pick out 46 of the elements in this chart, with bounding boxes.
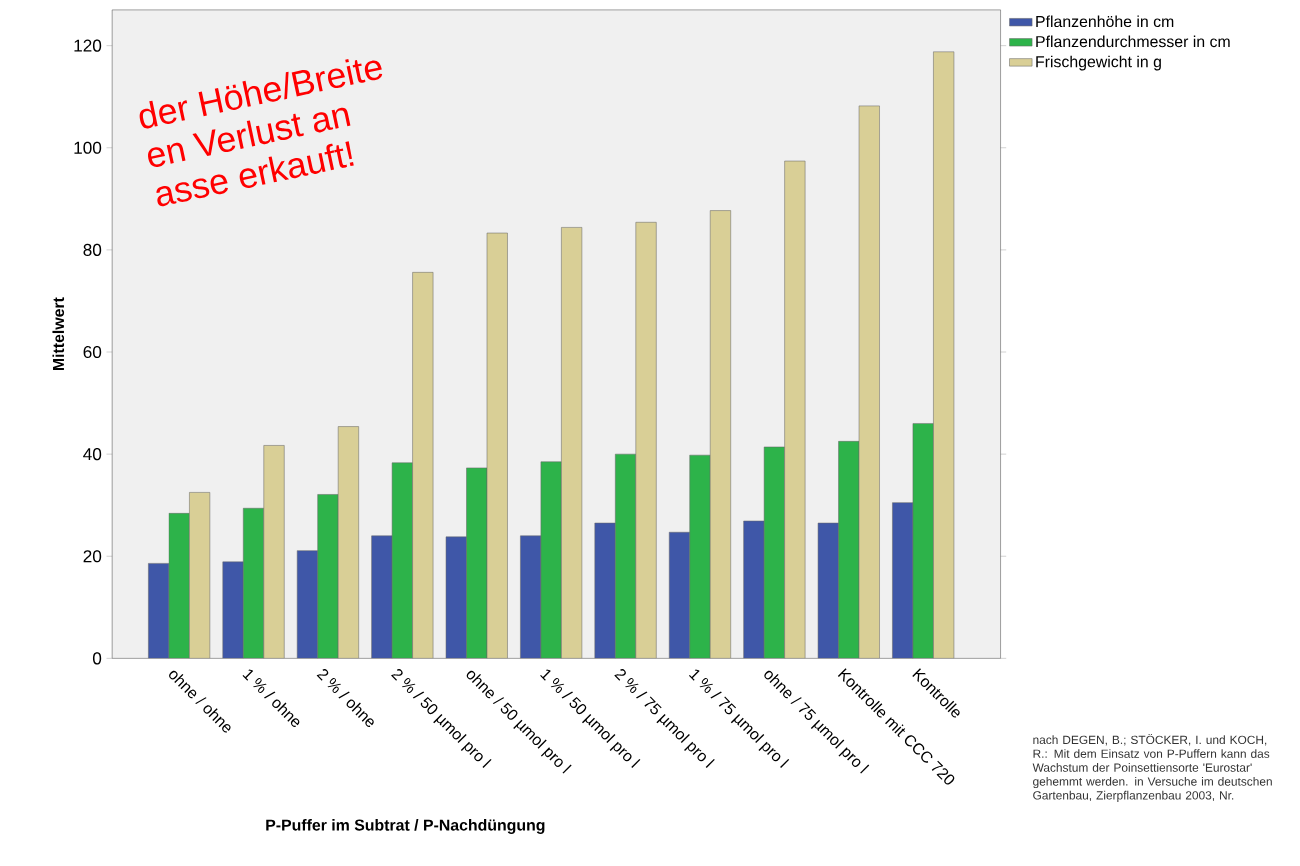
legend-label: Frischgewicht in g (1036, 55, 1161, 71)
bar (561, 227, 582, 659)
bar (859, 106, 880, 659)
bar (743, 521, 765, 659)
bar (933, 51, 955, 659)
bar (189, 492, 210, 659)
bar (263, 445, 285, 659)
bar (243, 508, 264, 659)
bar (317, 494, 339, 659)
y-tick-label: 0 (92, 652, 102, 665)
bar (689, 455, 711, 659)
y-tick-label: 80 (83, 244, 102, 257)
y-tick-label: 60 (83, 346, 102, 359)
bar (784, 161, 806, 659)
bar (148, 563, 169, 659)
bar (297, 550, 318, 659)
bar (710, 210, 731, 659)
bar (635, 222, 657, 659)
bar (669, 532, 690, 659)
bar (412, 272, 434, 659)
bar (818, 523, 839, 659)
y-tick-label: 20 (83, 550, 102, 563)
y-tick-label: 100 (74, 141, 102, 155)
bar (338, 426, 359, 659)
bar (168, 513, 190, 659)
bar (838, 441, 860, 659)
bar (764, 447, 785, 659)
bar (520, 536, 541, 659)
bar (615, 454, 636, 659)
y-axis-title: Mittelwert (52, 297, 65, 371)
x-axis-title: P-Puffer im Subtrat / P-Nachdüngung (266, 819, 545, 835)
legend-label: Pflanzenhöhe in cm (1036, 15, 1174, 28)
bar (222, 562, 244, 659)
legend-label: Pflanzendurchmesser in cm (1036, 35, 1230, 48)
bar (392, 463, 413, 659)
bar (540, 461, 562, 659)
y-tick-label: 40 (83, 448, 102, 461)
y-tick-label: 120 (74, 39, 102, 52)
bar (912, 423, 934, 659)
bar (892, 502, 914, 659)
bar (466, 468, 487, 659)
bar (371, 536, 393, 659)
bar (446, 537, 467, 659)
text: nach DEGEN, B.; STÖCKER, I. und KOCH, R.: Mit dem Einsatz von P-Puffern kann das Wachstum der Poinsettiensorte 'Eurostar' gehemmt werden. in Versuche im deutschen Gartenbau, Zierpflanzenbau 2003, Nr. (1032, 734, 1272, 803)
bar (594, 523, 616, 659)
bar (487, 233, 508, 659)
